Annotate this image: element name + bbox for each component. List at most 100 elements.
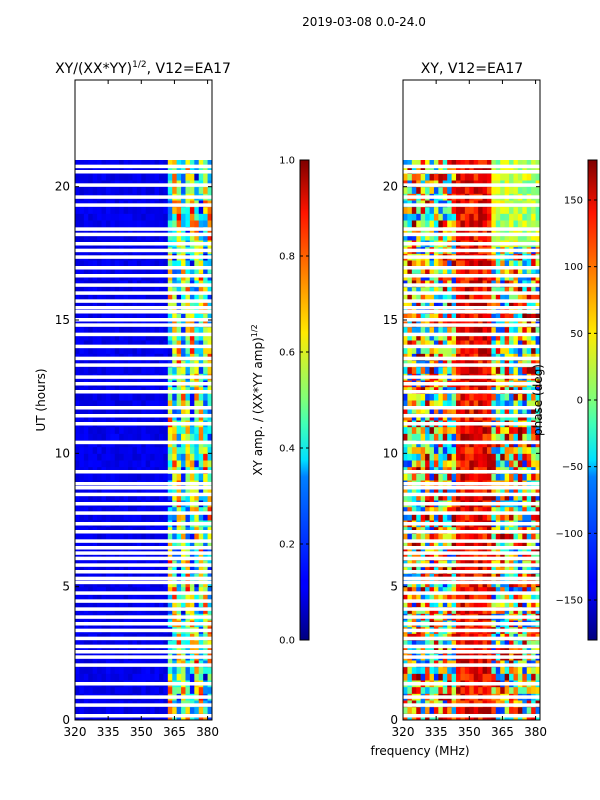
heatmap-cell: [442, 266, 448, 274]
heatmap-cell: [517, 293, 523, 301]
heatmap-cell: [478, 313, 484, 321]
heatmap-cell: [438, 513, 444, 521]
heatmap-cell: [185, 446, 191, 454]
heatmap-cell: [425, 673, 431, 681]
heatmap-cell: [105, 173, 111, 181]
missing-data-row: [75, 622, 212, 626]
heatmap-cell: [114, 293, 120, 301]
heatmap-cell: [486, 286, 492, 294]
heatmap-cell: [198, 220, 204, 228]
heatmap-cell: [185, 706, 191, 714]
heatmap-cell: [456, 433, 461, 441]
heatmap-cell: [114, 326, 120, 334]
heatmap-cell: [132, 186, 138, 194]
heatmap-cell: [185, 286, 191, 294]
heatmap-cell: [517, 546, 523, 554]
heatmap-cell: [203, 600, 209, 608]
heatmap-cell: [207, 293, 212, 301]
heatmap-cell: [110, 266, 116, 274]
heatmap-cell: [531, 706, 537, 714]
heatmap-cell: [535, 266, 540, 274]
heatmap-cell: [176, 453, 182, 461]
heatmap-cell: [203, 260, 209, 268]
heatmap-cell: [145, 686, 151, 694]
heatmap-cell: [495, 486, 501, 494]
heatmap-cell: [531, 486, 537, 494]
heatmap-cell: [535, 300, 540, 308]
missing-data-row: [75, 440, 212, 445]
heatmap-cell: [105, 346, 111, 354]
heatmap-cell: [531, 333, 537, 341]
heatmap-cell: [478, 266, 484, 274]
heatmap-cell: [145, 546, 151, 554]
heatmap-cell: [163, 286, 169, 294]
heatmap-cell: [504, 346, 510, 354]
heatmap-cell: [429, 486, 435, 494]
heatmap-cell: [101, 506, 107, 514]
heatmap-cell: [420, 300, 426, 308]
heatmap-cell: [531, 426, 537, 434]
heatmap-cell: [420, 286, 426, 294]
heatmap-cell: [114, 486, 120, 494]
heatmap-cell: [407, 706, 413, 714]
heatmap-cell: [128, 260, 133, 268]
heatmap-cell: [522, 673, 528, 681]
heatmap-cell: [167, 533, 173, 541]
heatmap-cell: [451, 446, 457, 454]
heatmap-cell: [101, 640, 107, 648]
heatmap-cell: [158, 346, 164, 354]
heatmap-cell: [425, 486, 431, 494]
heatmap-cell: [438, 286, 444, 294]
heatmap-cell: [172, 293, 178, 301]
heatmap-cell: [203, 400, 209, 408]
heatmap-cell: [407, 686, 413, 694]
heatmap-cell: [150, 673, 156, 681]
heatmap-cell: [469, 266, 475, 274]
heatmap-cell: [158, 286, 164, 294]
heatmap-cell: [509, 686, 514, 694]
heatmap-cell: [75, 706, 80, 714]
heatmap-cell: [442, 346, 448, 354]
heatmap-cell: [150, 220, 156, 228]
heatmap-cell: [522, 640, 528, 648]
heatmap-cell: [123, 400, 129, 408]
missing-data-row: [75, 356, 212, 361]
heatmap-cell: [478, 686, 484, 694]
left-colorbar-label: XY amp. / (XX*YY amp)1/2: [250, 324, 265, 475]
heatmap-cell: [491, 546, 497, 554]
heatmap-cell: [420, 266, 426, 274]
heatmap-cell: [154, 593, 160, 601]
heatmap-cell: [150, 406, 156, 414]
heatmap-cell: [176, 326, 182, 334]
heatmap-cell: [132, 333, 138, 341]
left-panel-title: XY/(XX*YY)1/2, V12=EA17: [55, 60, 231, 77]
heatmap-cell: [145, 260, 151, 268]
heatmap-cell: [198, 160, 204, 168]
heatmap-cell: [447, 473, 453, 481]
heatmap-cell: [167, 460, 173, 468]
heatmap-cell: [425, 326, 431, 334]
heatmap-cell: [158, 433, 164, 441]
heatmap-cell: [105, 666, 111, 674]
heatmap-cell: [167, 706, 173, 714]
heatmap-cell: [145, 513, 151, 521]
heatmap-cell: [464, 366, 470, 374]
heatmap-cell: [163, 400, 169, 408]
heatmap-cell: [136, 400, 142, 408]
colorbar-tick-label: 0.6: [279, 348, 295, 359]
heatmap-cell: [172, 340, 178, 348]
left-heatmap: [75, 160, 212, 720]
heatmap-cell: [482, 340, 488, 348]
heatmap-cell: [97, 186, 103, 194]
missing-data-row: [75, 248, 212, 253]
heatmap-cell: [119, 313, 125, 321]
heatmap-cell: [105, 160, 111, 168]
heatmap-cell: [136, 333, 142, 341]
heatmap-cell: [460, 233, 466, 241]
heatmap-cell: [75, 406, 80, 414]
heatmap-cell: [403, 640, 408, 648]
heatmap-cell: [75, 460, 80, 468]
heatmap-cell: [442, 286, 448, 294]
heatmap-cell: [163, 546, 169, 554]
heatmap-cell: [83, 266, 89, 274]
